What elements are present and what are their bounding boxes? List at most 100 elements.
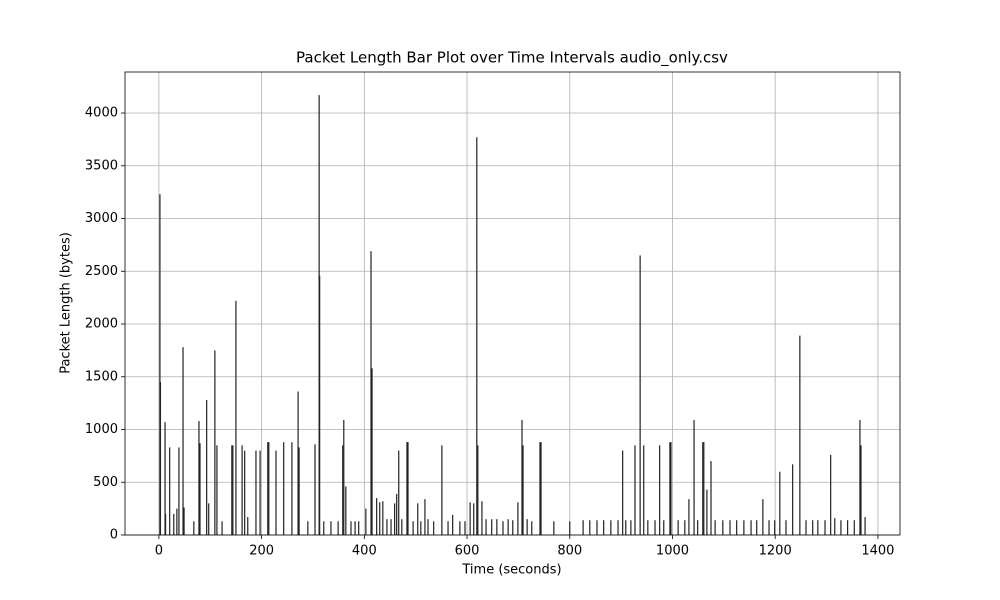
bar bbox=[459, 521, 461, 535]
bar bbox=[396, 493, 398, 535]
bar bbox=[847, 520, 849, 535]
bar bbox=[589, 520, 591, 535]
bar bbox=[714, 520, 716, 535]
bar bbox=[354, 521, 356, 535]
bar bbox=[231, 445, 233, 535]
bar bbox=[441, 445, 443, 535]
y-tick-label: 3000 bbox=[85, 211, 118, 226]
bar bbox=[376, 498, 378, 535]
bar bbox=[198, 421, 200, 535]
bar bbox=[531, 521, 533, 535]
bar bbox=[193, 521, 195, 535]
bar bbox=[684, 520, 686, 535]
bar bbox=[267, 442, 269, 535]
bar bbox=[603, 520, 605, 535]
bar bbox=[345, 486, 347, 535]
bar bbox=[799, 335, 801, 535]
bar bbox=[539, 442, 541, 535]
bar bbox=[390, 519, 392, 535]
chart-title: Packet Length Bar Plot over Time Interva… bbox=[296, 49, 728, 68]
y-tick-label: 1500 bbox=[85, 369, 118, 384]
bar bbox=[291, 442, 293, 535]
bar bbox=[663, 520, 665, 535]
y-tick-label: 1000 bbox=[85, 422, 118, 437]
bar bbox=[173, 513, 175, 535]
bar bbox=[502, 521, 504, 535]
bar bbox=[688, 499, 690, 535]
y-tick-label: 3500 bbox=[85, 158, 118, 173]
bar bbox=[596, 520, 598, 535]
bar bbox=[206, 399, 208, 535]
bar bbox=[710, 461, 712, 535]
bar bbox=[164, 422, 166, 535]
x-tick-label: 1200 bbox=[759, 544, 792, 559]
x-tick-label: 600 bbox=[455, 544, 480, 559]
bar bbox=[517, 502, 519, 535]
bar bbox=[491, 519, 493, 535]
bar bbox=[540, 442, 542, 535]
bar bbox=[768, 520, 770, 535]
bar bbox=[853, 520, 855, 535]
bar bbox=[625, 520, 627, 535]
bar bbox=[398, 450, 400, 535]
bar bbox=[864, 517, 866, 535]
bar bbox=[774, 520, 776, 535]
bar bbox=[268, 442, 270, 535]
bar bbox=[512, 520, 514, 535]
y-axis-label: Packet Length (bytes) bbox=[59, 232, 74, 374]
bar bbox=[343, 420, 345, 535]
bar bbox=[386, 519, 388, 535]
bar bbox=[630, 520, 632, 535]
bar bbox=[469, 502, 471, 535]
bar bbox=[762, 499, 764, 535]
bar bbox=[610, 520, 612, 535]
bar bbox=[159, 194, 161, 535]
bar bbox=[259, 450, 261, 535]
bar bbox=[643, 445, 645, 535]
bar bbox=[337, 521, 339, 535]
bar bbox=[433, 521, 435, 535]
bar bbox=[582, 520, 584, 535]
bar bbox=[722, 520, 724, 535]
bar bbox=[785, 520, 787, 535]
bar bbox=[522, 445, 524, 535]
bar bbox=[792, 464, 794, 535]
bar bbox=[169, 447, 171, 535]
x-tick-label: 1400 bbox=[861, 544, 894, 559]
bar bbox=[244, 450, 246, 535]
bar bbox=[319, 275, 321, 535]
bar bbox=[370, 251, 372, 536]
x-tick-label: 400 bbox=[352, 544, 377, 559]
bar bbox=[617, 520, 619, 535]
bar bbox=[476, 137, 478, 535]
bar bbox=[420, 521, 422, 535]
bar bbox=[342, 445, 344, 535]
bar bbox=[232, 445, 234, 535]
bar bbox=[298, 447, 300, 535]
bar bbox=[840, 520, 842, 535]
bar bbox=[736, 520, 738, 535]
bar bbox=[693, 420, 695, 535]
bar bbox=[703, 442, 705, 535]
bar bbox=[702, 442, 704, 535]
x-tick-label: 0 bbox=[155, 544, 163, 559]
bar bbox=[805, 520, 807, 535]
bar bbox=[834, 518, 836, 535]
bar bbox=[371, 368, 373, 535]
bar bbox=[860, 445, 862, 535]
bar bbox=[507, 519, 509, 535]
bar bbox=[729, 520, 731, 535]
bar bbox=[750, 520, 752, 535]
bar bbox=[824, 520, 826, 535]
bar bbox=[323, 521, 325, 535]
bar bbox=[216, 445, 218, 535]
bar bbox=[297, 391, 299, 535]
y-tick-label: 2000 bbox=[85, 317, 118, 332]
bar bbox=[394, 503, 396, 535]
x-tick-label: 800 bbox=[557, 544, 582, 559]
bar bbox=[464, 521, 466, 535]
bar bbox=[214, 350, 216, 535]
x-axis-label: Time (seconds) bbox=[461, 563, 561, 578]
bar bbox=[350, 521, 352, 535]
